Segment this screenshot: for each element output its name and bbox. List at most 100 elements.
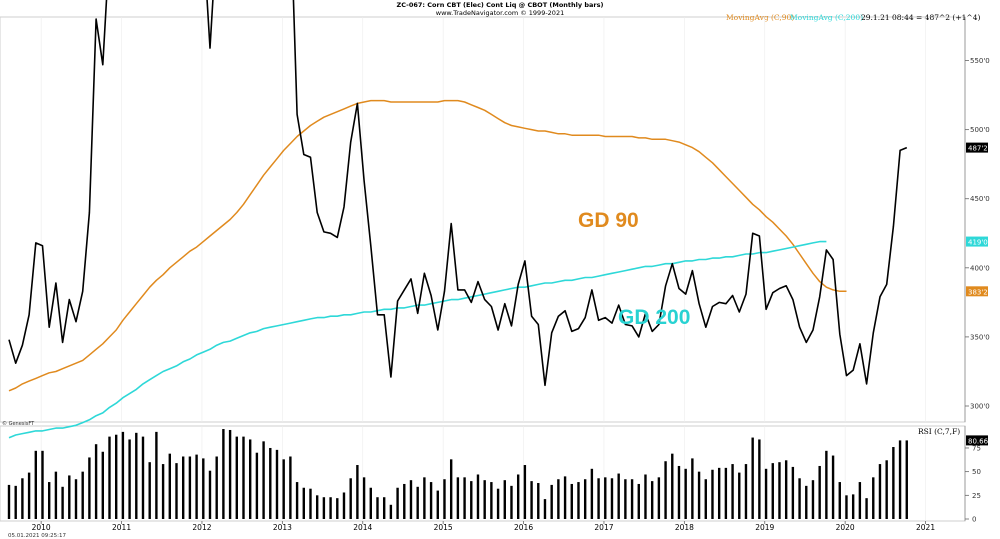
rsi-bar [7, 484, 11, 519]
rsi-bar [496, 488, 500, 519]
rsi-bar [148, 462, 151, 519]
rsi-bar [215, 456, 218, 519]
rsi-bar [563, 476, 567, 519]
rsi-bar [396, 487, 399, 519]
rsi-bar [510, 485, 513, 519]
rsi-bar [604, 477, 607, 519]
rsi-axis-tick-label: 50 [972, 468, 981, 476]
rsi-bar [94, 444, 98, 519]
rsi-axis-tick-label: 25 [972, 492, 981, 500]
rsi-bar [825, 450, 828, 519]
badge-bg [966, 236, 988, 247]
rsi-bar [255, 452, 259, 519]
rsi-bar [382, 497, 386, 519]
rsi-bar [376, 497, 379, 519]
rsi-bar [61, 486, 64, 519]
x-axis-tick-label: 2017 [594, 523, 613, 532]
x-axis-tick-label: 2015 [434, 523, 453, 532]
price-line [8, 0, 908, 387]
rsi-bar [429, 482, 433, 519]
rsi-bar [463, 477, 466, 519]
x-axis-tick-label: 2010 [32, 523, 51, 532]
rsi-bar [423, 477, 426, 519]
rsi-bar [671, 453, 674, 519]
badge-bg [966, 435, 988, 446]
x-axis-tick-label: 2021 [916, 523, 935, 532]
x-axis-ticks: 2010 2011 2012 2013 2014 2015 2016 2017 2018 2019… [32, 521, 935, 532]
chart-title: ZC-067: Corn CBT (Elec) Cont Liq @ CBOT … [397, 1, 604, 9]
x-axis-tick-label: 2019 [755, 523, 774, 532]
rsi-bar [885, 460, 888, 519]
rsi-bar [818, 465, 821, 519]
legend-ma200: MovingAvg (C,200) [790, 13, 863, 22]
rsi-bar [751, 437, 754, 519]
rsi-bar [309, 488, 312, 519]
rsi-bar [349, 478, 352, 519]
rsi-bar [557, 479, 560, 519]
rsi-bar [704, 479, 707, 519]
rsi-bar [537, 483, 540, 519]
rsi-bar [543, 499, 547, 519]
rsi-bar [202, 458, 205, 519]
rsi-axis-ticks: 0 25 50 75 [965, 444, 981, 524]
x-axis-tick-label: 2012 [192, 523, 211, 532]
rsi-last-value-badge: 80.66 [966, 435, 989, 446]
genesis-credit: © GenesisFT [2, 420, 35, 427]
rsi-bar [369, 487, 372, 519]
rsi-bar [731, 464, 734, 519]
rsi-bar [516, 474, 520, 519]
rsi-bar [858, 482, 862, 519]
rsi-bar [570, 483, 573, 519]
rsi-bar [336, 498, 339, 519]
rsi-bar [657, 477, 661, 519]
rsi-bar [771, 463, 774, 519]
rsi-bar [295, 482, 299, 519]
rsi-axis-tick-label: 75 [972, 444, 981, 452]
price-axis-ticks: 300'0350'0400'0450'0500'0550'0600'0650'0… [965, 57, 990, 411]
rsi-bar [222, 429, 225, 519]
rsi-bar [14, 485, 17, 519]
rsi-bar [168, 453, 171, 519]
rsi-bar [175, 463, 178, 519]
rsi-bar [161, 464, 165, 519]
timestamp: 05.01.2021 09:25:17 [8, 533, 66, 539]
rsi-bar [81, 471, 84, 519]
x-axis-tick-label: 2011 [112, 523, 131, 532]
rsi-bar [664, 461, 667, 519]
grid-layer [40, 17, 926, 521]
rsi-bar [54, 471, 58, 519]
price-axis-tick-label: 550'0 [970, 57, 990, 65]
rsi-bar [697, 471, 701, 519]
rsi-bar [269, 447, 272, 519]
rsi-bar [617, 473, 620, 519]
rsi-bar [135, 432, 138, 519]
rsi-bar [624, 479, 627, 519]
rsi-bar [128, 439, 131, 519]
price-axis-tick-label: 500'0 [970, 126, 990, 134]
rsi-bar [677, 465, 681, 519]
price-panel-frame [0, 16, 966, 423]
rsi-bar [74, 479, 78, 519]
rsi-bar [275, 449, 279, 519]
rsi-bar [356, 465, 359, 519]
rsi-bar [181, 456, 185, 519]
rsi-bar [47, 482, 51, 519]
rsi-bar [342, 492, 346, 519]
chart-source: www.TradeNavigator.com © 1999-2021 [436, 9, 564, 17]
rsi-bar [583, 479, 587, 519]
rsi-bar [764, 468, 768, 519]
rsi-bar [235, 436, 238, 519]
x-axis-tick-label: 2018 [675, 523, 694, 532]
rsi-bar [403, 483, 406, 519]
price-axis-tick-label: 400'0 [970, 264, 990, 272]
rsi-bar [778, 462, 781, 519]
rsi-bar [711, 469, 714, 519]
rsi-axis-tick-label: 0 [972, 516, 976, 524]
badge-label: 419'0 [968, 239, 988, 247]
rsi-bar [738, 472, 741, 519]
rsi-bar [362, 477, 366, 519]
rsi-bar [470, 481, 473, 519]
rsi-bar [389, 504, 393, 519]
rsi-bar [684, 468, 687, 519]
rsi-bar [21, 478, 24, 519]
